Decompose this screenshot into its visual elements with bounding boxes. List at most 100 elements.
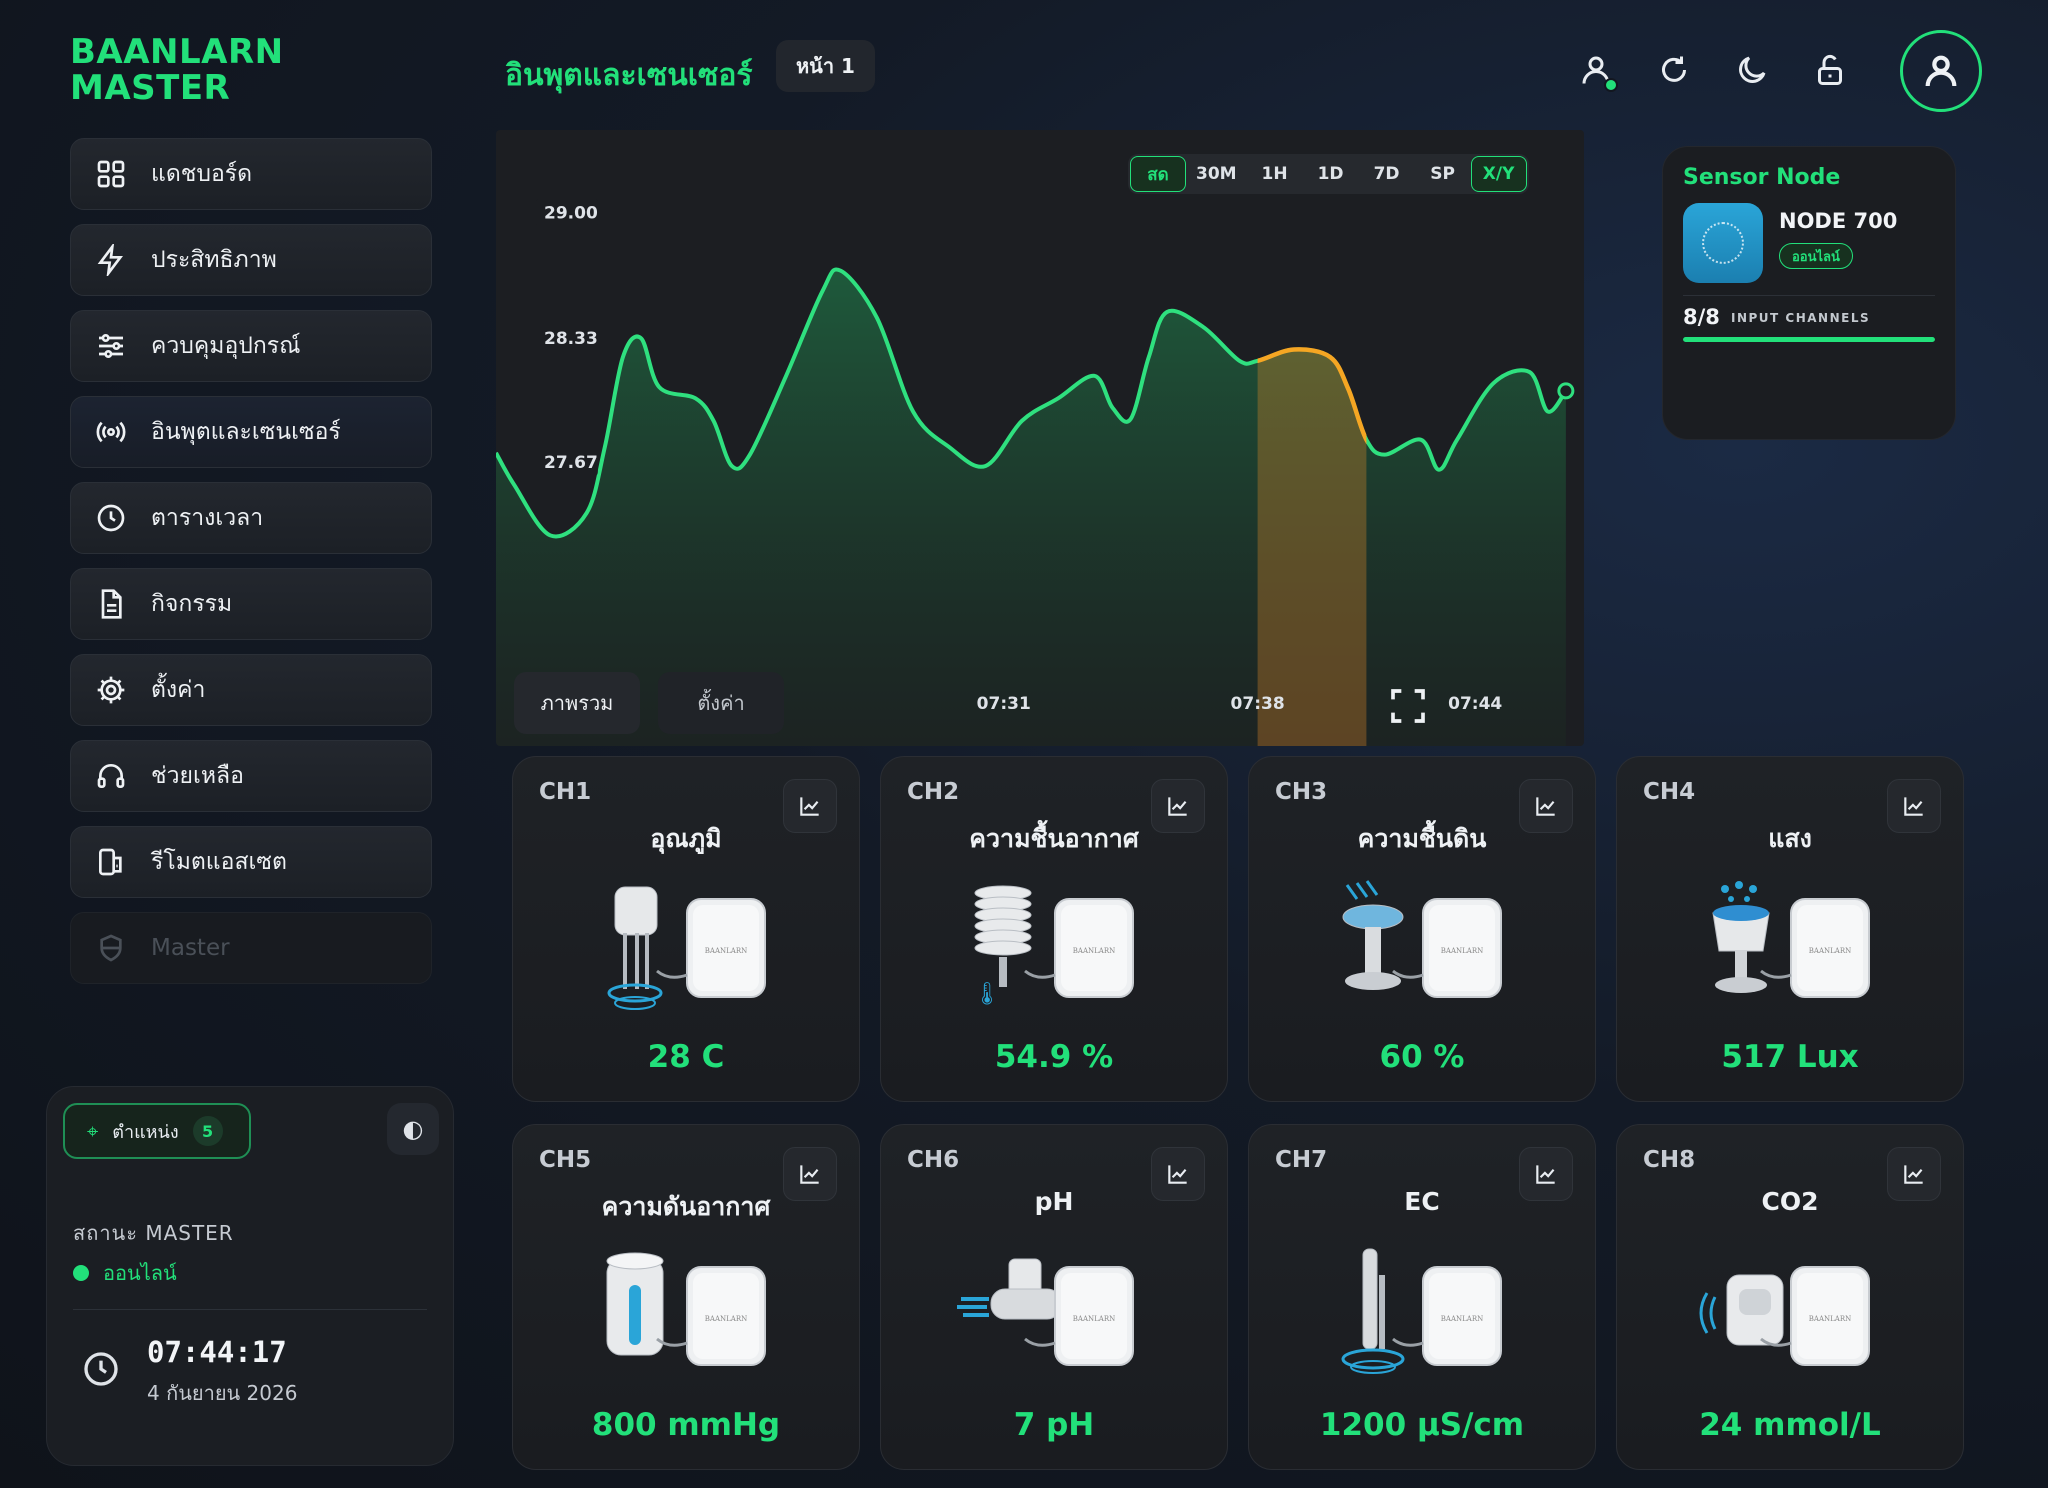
remote-device-icon <box>93 844 129 880</box>
range-button[interactable]: 1H <box>1261 164 1288 184</box>
trend-chart-icon <box>1536 797 1555 816</box>
svg-text:🌡: 🌡 <box>973 982 1001 1007</box>
user-status-button[interactable] <box>1566 40 1626 100</box>
map-pin-icon: ⌖ <box>87 1119 99 1143</box>
range-button[interactable]: 7D <box>1373 164 1400 184</box>
dark-mode-button[interactable] <box>1722 40 1782 100</box>
current-date: 4 กันยายน 2026 <box>147 1381 298 1405</box>
device-image: 🌡 BAANLARN <box>881 877 1227 1027</box>
svg-text:BAANLARN: BAANLARN <box>1073 947 1115 955</box>
channel-card-ch3[interactable]: CH3 ความชื้นดิน BAANLARN 60 % <box>1248 756 1596 1102</box>
channel-card-ch2[interactable]: CH2 ความชื้นอากาศ 🌡 BAANLARN 54.9 % <box>880 756 1228 1102</box>
channel-value: 24 mmol/L <box>1699 1407 1881 1443</box>
channel-id: CH1 <box>539 779 592 805</box>
range-button[interactable]: 1D <box>1317 164 1344 184</box>
sidebar-item-performance[interactable]: ประสิทธิภาพ <box>70 224 432 296</box>
channel-card-ch7[interactable]: CH7 EC BAANLARN 1200 µS/cm <box>1248 1124 1596 1470</box>
sidebar-item-label: อินพุตและเซนเซอร์ <box>151 419 341 445</box>
trend-chart-icon <box>1904 797 1923 816</box>
sidebar-item-schedule[interactable]: ตารางเวลา <box>70 482 432 554</box>
tab-chart-settings[interactable]: ตั้งค่า <box>658 672 784 734</box>
range-button[interactable]: SP <box>1430 164 1455 184</box>
svg-text:BAANLARN: BAANLARN <box>1441 1315 1483 1323</box>
channel-grid: CH1 อุณภูมิ BAANLARN 28 C CH2 ความชื้นอากาศ 🌡 B… <box>512 756 1964 1476</box>
sidebar-item-help[interactable]: ช่วยเหลือ <box>70 740 432 812</box>
location-label: ตำแหน่ง <box>112 1121 179 1143</box>
trend-chart-button[interactable] <box>1151 779 1205 833</box>
device-image: BAANLARN <box>1249 877 1595 1027</box>
svg-text:BAANLARN: BAANLARN <box>1073 1315 1115 1323</box>
sensor-node-card[interactable]: Sensor Node NODE 700 ออนไลน์ 8/8 INPUT C… <box>1662 146 1956 440</box>
trend-chart-button[interactable] <box>783 779 837 833</box>
trend-chart-icon <box>1168 797 1187 816</box>
chart-area-fill <box>496 269 1566 746</box>
fullscreen-icon[interactable] <box>1388 686 1428 726</box>
contrast-toggle-button[interactable]: ◐ <box>387 1103 439 1155</box>
channel-name: pH <box>1034 1187 1074 1216</box>
online-dot-icon <box>73 1265 89 1281</box>
channel-id: CH2 <box>907 779 960 805</box>
svg-text:BAANLARN: BAANLARN <box>1809 947 1851 955</box>
online-dot-icon <box>1604 78 1618 92</box>
document-icon <box>93 586 129 622</box>
refresh-icon <box>1662 56 1686 82</box>
channel-card-ch4[interactable]: CH4 แสง BAANLARN 517 Lux <box>1616 756 1964 1102</box>
trend-chart-button[interactable] <box>1151 1147 1205 1201</box>
trend-chart-button[interactable] <box>1887 779 1941 833</box>
sidebar-item-inputs-sensors[interactable]: อินพุตและเซนเซอร์ <box>70 396 432 468</box>
channel-value: 7 pH <box>1013 1407 1095 1443</box>
user-icon <box>1925 55 1957 87</box>
tab-overview[interactable]: ภาพรวม <box>514 672 640 734</box>
channel-name: EC <box>1404 1187 1440 1216</box>
sidebar-item-device-control[interactable]: ควบคุมอุปกรณ์ <box>70 310 432 382</box>
x-tick-label: 07:44 <box>1448 694 1502 714</box>
svg-text:BAANLARN: BAANLARN <box>705 1315 747 1323</box>
ph-meter-illustration: BAANLARN <box>957 1258 1134 1366</box>
chart-tabs: ภาพรวม ตั้งค่า <box>514 672 802 734</box>
master-status-value: ออนไลน์ <box>103 1261 177 1285</box>
sidebar-item-remote-assets[interactable]: รีโมตแอสเซต <box>70 826 432 898</box>
page-selector[interactable]: หน้า 1 <box>776 40 875 92</box>
sidebar-item-settings[interactable]: ตั้งค่า <box>70 654 432 726</box>
channel-value: 54.9 % <box>994 1039 1114 1075</box>
x-tick-label: 07:38 <box>1231 694 1285 714</box>
broadcast-icon <box>93 414 129 450</box>
location-button[interactable]: ⌖ ตำแหน่ง 5 <box>63 1103 251 1159</box>
channel-id: CH6 <box>907 1147 960 1173</box>
location-count-badge: 5 <box>192 1116 223 1146</box>
soil-moisture-sensor-illustration: BAANLARN <box>1342 880 1502 998</box>
channel-value: 60 % <box>1379 1039 1465 1075</box>
channel-id: CH7 <box>1275 1147 1328 1173</box>
lock-button[interactable] <box>1800 40 1860 100</box>
node-name: NODE 700 <box>1779 209 1898 233</box>
trend-chart-button[interactable] <box>1887 1147 1941 1201</box>
sidebar-item-dashboard[interactable]: แดชบอร์ด <box>70 138 432 210</box>
sliders-icon <box>93 328 129 364</box>
headset-icon <box>93 758 129 794</box>
channel-card-ch6[interactable]: CH6 pH BAANLARN 7 pH <box>880 1124 1228 1470</box>
shield-icon <box>93 930 129 966</box>
chart-highlight-band <box>1257 269 1367 746</box>
grid-icon <box>93 156 129 192</box>
refresh-button[interactable] <box>1644 40 1704 100</box>
sidebar-item-label: ประสิทธิภาพ <box>151 247 277 273</box>
trend-chart-button[interactable] <box>783 1147 837 1201</box>
channel-card-ch1[interactable]: CH1 อุณภูมิ BAANLARN 28 C <box>512 756 860 1102</box>
sidebar-item-activity[interactable]: กิจกรรม <box>70 568 432 640</box>
channel-count: 8/8 <box>1683 305 1720 329</box>
channel-card-ch5[interactable]: CH5 ความดันอากาศ BAANLARN 800 mmHg <box>512 1124 860 1470</box>
profile-button[interactable] <box>1900 30 1982 112</box>
trend-chart-icon <box>800 1165 819 1184</box>
channel-name: แสง <box>1768 824 1812 853</box>
channel-id: CH8 <box>1643 1147 1696 1173</box>
range-button[interactable]: X/Y <box>1470 156 1527 192</box>
range-button[interactable]: สด <box>1130 156 1186 192</box>
channel-name: อุณภูมิ <box>650 824 722 853</box>
channel-card-ch8[interactable]: CH8 CO2 BAANLARN 24 mmol/L <box>1616 1124 1964 1470</box>
trend-chart-button[interactable] <box>1519 1147 1573 1201</box>
y-tick-label: 29.00 <box>544 203 598 223</box>
trend-chart-icon <box>1168 1165 1187 1184</box>
pressure-sensor-illustration: BAANLARN <box>606 1252 766 1366</box>
range-button[interactable]: 30M <box>1196 164 1237 184</box>
trend-chart-button[interactable] <box>1519 779 1573 833</box>
